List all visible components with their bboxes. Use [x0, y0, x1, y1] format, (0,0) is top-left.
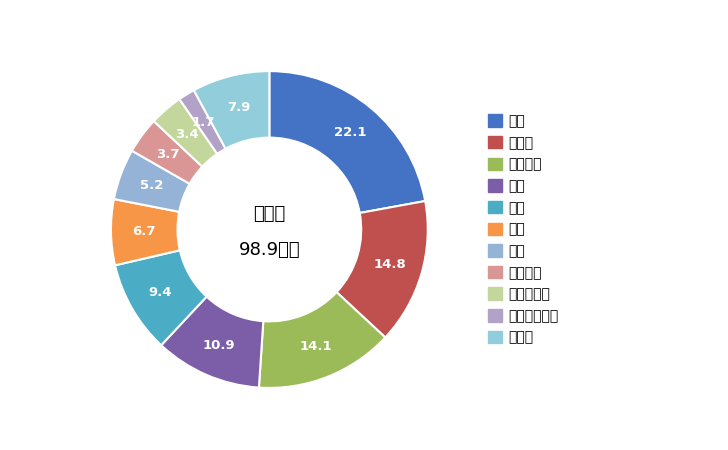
Wedge shape: [269, 71, 425, 213]
Text: 9.4: 9.4: [149, 286, 172, 299]
Text: 総　額: 総 額: [253, 205, 285, 223]
Wedge shape: [259, 292, 385, 388]
Text: 6.7: 6.7: [132, 225, 155, 238]
Wedge shape: [194, 71, 269, 149]
Text: 3.7: 3.7: [157, 148, 180, 161]
Text: 5.2: 5.2: [140, 179, 163, 192]
Text: 14.8: 14.8: [374, 258, 407, 271]
Text: 98.9億円: 98.9億円: [239, 241, 300, 259]
Text: 3.4: 3.4: [175, 127, 199, 140]
Text: 10.9: 10.9: [203, 338, 236, 351]
Text: 14.1: 14.1: [299, 340, 332, 353]
Wedge shape: [114, 151, 190, 212]
Legend: 中国, チェコ, スペイン, 香港, 米国, タイ, 台湾, ベトナム, マレーシア, シンガポール, その他: 中国, チェコ, スペイン, 香港, 米国, タイ, 台湾, ベトナム, マレー…: [482, 109, 564, 350]
Wedge shape: [161, 297, 264, 387]
Wedge shape: [179, 90, 226, 154]
Text: 1.7: 1.7: [191, 116, 215, 129]
Wedge shape: [336, 201, 428, 338]
Wedge shape: [132, 121, 202, 184]
Wedge shape: [154, 99, 217, 166]
Text: 7.9: 7.9: [226, 101, 250, 114]
Wedge shape: [111, 199, 180, 266]
Wedge shape: [115, 250, 207, 345]
Text: 22.1: 22.1: [333, 126, 366, 140]
